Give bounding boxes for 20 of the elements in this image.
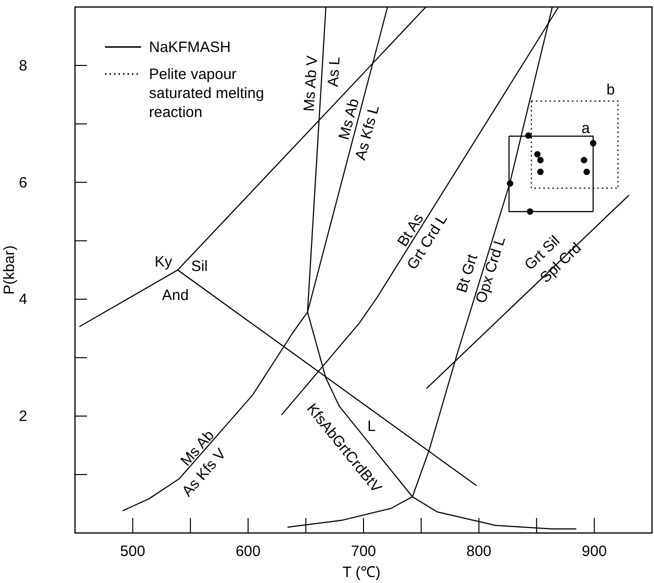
y-tick-label: 6 bbox=[18, 174, 28, 192]
legend-label: Pelite vapour saturated melting reaction bbox=[149, 66, 264, 121]
x-tick-label: 800 bbox=[466, 543, 492, 560]
x-tick-label: 600 bbox=[236, 543, 261, 560]
annotation: b bbox=[606, 81, 615, 98]
annotation: Ky bbox=[154, 253, 173, 270]
annotation: As L bbox=[324, 56, 344, 88]
y-tick-label: 8 bbox=[18, 57, 28, 74]
legend-label: NaKFMASH bbox=[149, 39, 231, 56]
annotation: And bbox=[162, 287, 189, 304]
annotation: a bbox=[581, 120, 590, 138]
y-axis-title: P(kbar) bbox=[1, 245, 18, 295]
x-axis-title: T (℃) bbox=[342, 564, 381, 581]
y-tick-label: 4 bbox=[18, 291, 28, 308]
x-tick-label: 700 bbox=[350, 543, 376, 560]
x-tick-label: 500 bbox=[120, 543, 146, 560]
x-tick-label: 900 bbox=[582, 543, 607, 560]
annotation: Sil bbox=[191, 258, 208, 275]
annotation: Ms Ab V bbox=[300, 55, 322, 112]
y-tick-label: 2 bbox=[18, 408, 28, 426]
